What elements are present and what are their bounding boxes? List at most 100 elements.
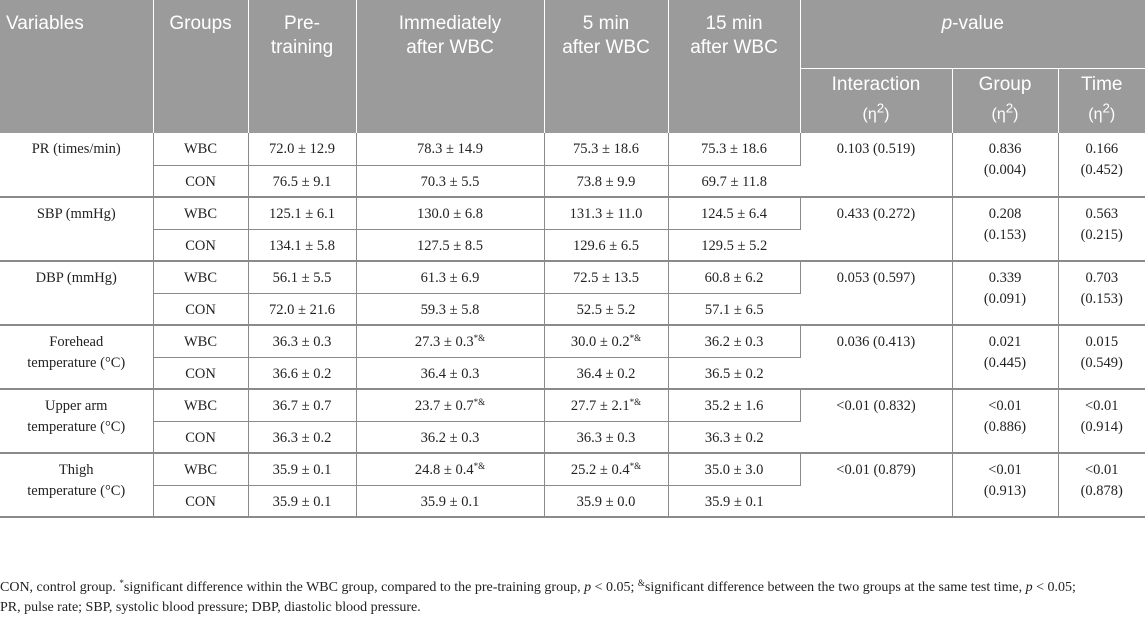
header-time: Time (η2) <box>1058 68 1145 133</box>
variable-name: Thigh <box>58 462 94 478</box>
cell-value: 75.3 ± 18.6 <box>701 141 767 157</box>
value-cell: 36.4 ± 0.3 <box>356 357 545 390</box>
p-value: <0.01 <box>1084 462 1119 478</box>
value-cell: 56.1 ± 5.5 <box>248 261 357 294</box>
cell-value: 36.3 ± 0.2 <box>704 429 764 446</box>
value-cell: 75.3 ± 18.6 <box>668 133 801 166</box>
p-interaction-cell: 0.036 (0.413) <box>800 325 953 390</box>
value-cell: 24.8 ± 0.4*& <box>356 453 545 486</box>
variable-name: PR (times/min) <box>31 141 121 157</box>
p-value: <0.01 <box>988 462 1022 478</box>
table-row: PR (times/min) WBC 72.0 ± 12.9 78.3 ± 14.9 7… <box>0 133 1145 198</box>
variable-name: temperature (°C) <box>27 483 126 499</box>
cell-value: 69.7 ± 11.8 <box>701 173 767 190</box>
table-row: Thigh temperature (°C) WBC 35.9 ± 0.1 24.8 ±… <box>0 453 1145 518</box>
cell-value: 52.5 ± 5.2 <box>576 301 636 318</box>
value-cell: 125.1 ± 6.1 <box>248 197 357 230</box>
value-cell: 129.6 ± 6.5 <box>544 229 669 262</box>
group-cell: WBC <box>153 133 249 166</box>
variable-name: Upper arm <box>45 398 108 414</box>
value-cell: 36.2 ± 0.3 <box>356 421 545 454</box>
p-value: <0.01 (0.879) <box>836 462 916 478</box>
value-cell: 72.5 ± 13.5 <box>544 261 669 294</box>
significance-marker: *& <box>473 461 486 471</box>
value-cell: 35.9 ± 0.1 <box>248 485 357 518</box>
value-cell: 129.5 ± 5.2 <box>668 229 800 262</box>
group-label: WBC <box>183 462 218 478</box>
cell-value: 56.1 ± 5.5 <box>272 270 332 286</box>
value-cell: 36.6 ± 0.2 <box>248 357 357 390</box>
cell-value: 36.3 ± 0.3 <box>272 334 332 350</box>
cell-value: 61.3 ± 6.9 <box>420 270 480 286</box>
header-interaction: Interaction (η2) <box>800 68 953 133</box>
cell-value: 36.4 ± 0.2 <box>576 365 636 382</box>
group-label: CON <box>185 237 216 254</box>
cell-value: 36.2 ± 0.3 <box>704 334 764 350</box>
value-cell: 52.5 ± 5.2 <box>544 293 669 326</box>
cell-value: 131.3 ± 11.0 <box>569 206 643 222</box>
cell-value: 73.8 ± 9.9 <box>576 173 636 190</box>
p-value: 0.703 <box>1085 270 1119 286</box>
p-value: 0.208 <box>988 206 1022 222</box>
group-label: WBC <box>183 206 218 222</box>
cell-value: 35.2 ± 1.6 <box>704 398 764 414</box>
p-value: 0.433 (0.272) <box>836 206 916 222</box>
variable-name: temperature (°C) <box>27 419 126 435</box>
value-cell: 35.2 ± 1.6 <box>668 389 801 422</box>
group-label: CON <box>185 173 216 190</box>
table-row: CON 72.0 ± 21.6 59.3 ± 5.8 52.5 ± 5.2 57.1 ±… <box>0 293 1145 326</box>
group-cell: CON <box>153 165 249 198</box>
cell-value: 134.1 ± 5.8 <box>269 237 335 254</box>
effect-size: (0.913) <box>983 483 1027 499</box>
p-time-cell: 0.703 (0.153) <box>1058 261 1145 326</box>
p-group-cell: <0.01 (0.886) <box>952 389 1059 454</box>
value-cell: 134.1 ± 5.8 <box>248 229 357 262</box>
cell-value: 127.5 ± 8.5 <box>417 237 483 254</box>
p-time-cell: <0.01 (0.914) <box>1058 389 1145 454</box>
table-row: Forehead temperature (°C) WBC 36.3 ± 0.3 27.… <box>0 325 1145 390</box>
p-interaction-cell: <0.01 (0.832) <box>800 389 953 454</box>
effect-size: (0.153) <box>1080 291 1123 307</box>
significance-marker: *& <box>629 333 642 343</box>
table-row: DBP (mmHg) WBC 56.1 ± 5.5 61.3 ± 6.9 72.5 ± … <box>0 261 1145 326</box>
cell-value: 72.5 ± 13.5 <box>573 270 639 286</box>
effect-size: (0.549) <box>1080 355 1123 371</box>
cell-value: 59.3 ± 5.8 <box>420 301 480 318</box>
results-table: Variables Groups Pre-training Immediatel… <box>0 0 1145 518</box>
p-value: <0.01 (0.832) <box>836 398 916 414</box>
value-cell: 59.3 ± 5.8 <box>356 293 545 326</box>
table-row: CON 36.6 ± 0.2 36.4 ± 0.3 36.4 ± 0.2 36.5 ± … <box>0 357 1145 390</box>
cell-value: 27.7 ± 2.1 <box>570 398 630 414</box>
cell-value: 35.9 ± 0.1 <box>420 493 480 510</box>
group-cell: WBC <box>153 261 249 294</box>
table-row: SBP (mmHg) WBC 125.1 ± 6.1 130.0 ± 6.8 131.3… <box>0 197 1145 262</box>
table-row: Upper arm temperature (°C) WBC 36.7 ± 0.7 23… <box>0 389 1145 454</box>
p-group-cell: 0.339 (0.091) <box>952 261 1059 326</box>
effect-size: (0.452) <box>1080 162 1123 178</box>
cell-value: 76.5 ± 9.1 <box>272 173 332 190</box>
group-cell: CON <box>153 485 249 518</box>
value-cell: 25.2 ± 0.4*& <box>544 453 669 486</box>
header-p-value: p-value <box>800 0 1145 69</box>
value-cell: 23.7 ± 0.7*& <box>356 389 545 422</box>
cell-value: 124.5 ± 6.4 <box>701 206 767 222</box>
p-interaction-cell: 0.103 (0.519) <box>800 133 953 198</box>
value-cell: 61.3 ± 6.9 <box>356 261 545 294</box>
value-cell: 36.3 ± 0.2 <box>668 421 800 454</box>
value-cell: 36.5 ± 0.2 <box>668 357 800 390</box>
cell-value: 35.0 ± 3.0 <box>704 462 764 478</box>
cell-value: 25.2 ± 0.4 <box>570 462 630 478</box>
variable-name: Forehead <box>49 334 104 350</box>
variable-cell: Thigh temperature (°C) <box>0 453 154 518</box>
significance-marker: *& <box>473 333 486 343</box>
variable-name: SBP (mmHg) <box>36 206 116 222</box>
effect-size: (0.153) <box>983 227 1027 243</box>
value-cell: 131.3 ± 11.0 <box>544 197 669 230</box>
value-cell: 36.4 ± 0.2 <box>544 357 669 390</box>
value-cell: 78.3 ± 14.9 <box>356 133 545 166</box>
value-cell: 60.8 ± 6.2 <box>668 261 801 294</box>
p-group-cell: 0.836 (0.004) <box>952 133 1059 198</box>
header-groups: Groups <box>153 0 249 133</box>
value-cell: 130.0 ± 6.8 <box>356 197 545 230</box>
effect-size: (0.004) <box>983 162 1027 178</box>
